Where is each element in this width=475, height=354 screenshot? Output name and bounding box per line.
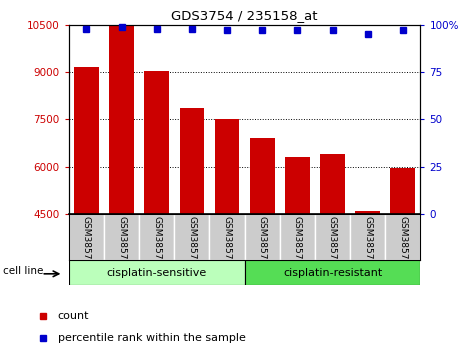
Bar: [250, 138, 275, 354]
Bar: [69, 214, 104, 260]
Bar: [74, 67, 99, 354]
Text: count: count: [58, 311, 89, 321]
Bar: [104, 214, 139, 260]
Text: cell line: cell line: [3, 266, 44, 276]
Text: GSM385724: GSM385724: [188, 216, 196, 270]
Bar: [174, 214, 209, 260]
Bar: [280, 214, 315, 260]
Bar: [315, 214, 350, 260]
Bar: [355, 211, 380, 354]
Text: GSM385721: GSM385721: [82, 216, 91, 270]
Bar: [285, 157, 310, 354]
Text: cisplatin-resistant: cisplatin-resistant: [283, 268, 382, 278]
Text: cisplatin-sensitive: cisplatin-sensitive: [106, 268, 207, 278]
Text: GSM385725: GSM385725: [223, 216, 231, 270]
Text: GSM385728: GSM385728: [328, 216, 337, 270]
Text: percentile rank within the sample: percentile rank within the sample: [58, 332, 246, 343]
Bar: [350, 214, 385, 260]
Text: GSM385723: GSM385723: [152, 216, 161, 270]
Bar: [385, 214, 420, 260]
Bar: [245, 214, 280, 260]
Text: GSM385726: GSM385726: [258, 216, 266, 270]
Bar: [69, 260, 245, 285]
Text: GSM385722: GSM385722: [117, 216, 126, 270]
Bar: [209, 214, 245, 260]
Text: GSM385729: GSM385729: [363, 216, 372, 270]
Title: GDS3754 / 235158_at: GDS3754 / 235158_at: [171, 9, 318, 22]
Bar: [215, 120, 239, 354]
Bar: [320, 154, 345, 354]
Bar: [139, 214, 174, 260]
Bar: [390, 169, 415, 354]
Bar: [245, 260, 420, 285]
Text: GSM385727: GSM385727: [293, 216, 302, 270]
Bar: [144, 70, 169, 354]
Bar: [180, 108, 204, 354]
Bar: [109, 26, 134, 354]
Text: GSM385730: GSM385730: [399, 216, 407, 270]
